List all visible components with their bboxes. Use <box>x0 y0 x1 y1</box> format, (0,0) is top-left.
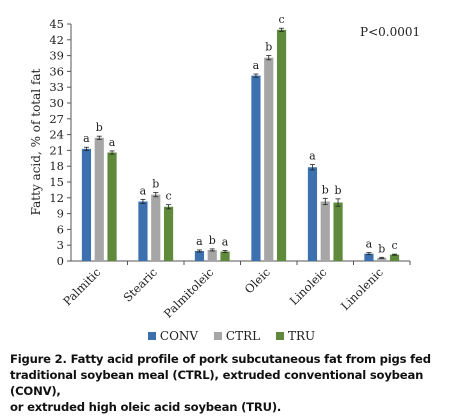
significance-label: b <box>265 41 272 54</box>
y-tick-label: 27 <box>49 112 64 126</box>
plot-area: 0369121518212427303336394245PalmiticabaS… <box>49 13 411 321</box>
legend: CONV CTRL TRU <box>0 329 463 343</box>
bar <box>364 253 374 261</box>
y-tick-label: 15 <box>49 175 64 189</box>
legend-swatch-conv <box>147 332 156 340</box>
y-tick-label: 33 <box>49 80 64 94</box>
significance-label: b <box>209 234 216 247</box>
bar <box>107 152 117 261</box>
bar-chart: Fatty acid, % of total fat P<0.0001 0369… <box>29 13 420 321</box>
x-category-label: Linolenic <box>338 265 386 313</box>
bar <box>151 194 161 261</box>
y-tick-label: 42 <box>49 33 64 47</box>
y-tick-label: 21 <box>49 143 64 157</box>
y-tick-label: 36 <box>49 64 64 78</box>
caption-line-3: or extruded high oleic acid soybean (TRU… <box>10 400 282 414</box>
legend-label-tru: TRU <box>287 329 316 343</box>
bar <box>389 254 400 261</box>
y-tick-label: 24 <box>49 128 64 142</box>
y-tick-label: 0 <box>57 254 64 268</box>
y-tick-label: 39 <box>49 49 64 63</box>
significance-label: b <box>96 121 103 134</box>
legend-item-tru: TRU <box>275 329 316 343</box>
bar <box>220 251 230 261</box>
bar <box>251 75 261 261</box>
x-category-label: Palmitic <box>60 265 103 308</box>
bar <box>276 29 287 261</box>
figure-caption: Figure 2. Fatty acid profile of pork sub… <box>10 351 455 415</box>
significance-label: b <box>322 183 329 196</box>
caption-line-2: traditional soybean meal (CTRL), extrude… <box>10 368 424 398</box>
bar <box>94 137 104 261</box>
bar <box>81 148 92 261</box>
x-category-label: Palmitoleic <box>161 265 217 321</box>
bar <box>320 201 330 261</box>
x-category-label: Linoleic <box>287 265 330 308</box>
legend-item-ctrl: CTRL <box>213 329 261 343</box>
y-tick-label: 12 <box>49 191 64 205</box>
bar <box>138 201 148 261</box>
legend-item-conv: CONV <box>147 329 199 343</box>
significance-label: a <box>196 235 203 248</box>
y-tick-label: 6 <box>57 222 64 236</box>
significance-label: c <box>278 13 284 26</box>
significance-label: b <box>335 184 342 197</box>
y-tick-label: 45 <box>49 17 64 31</box>
legend-label-ctrl: CTRL <box>225 329 261 343</box>
significance-label: a <box>309 150 316 163</box>
bar <box>194 250 205 261</box>
legend-label-conv: CONV <box>159 329 199 343</box>
y-tick-label: 30 <box>49 96 64 110</box>
significance-label: a <box>83 132 90 145</box>
significance-label: a <box>222 235 229 248</box>
significance-label: b <box>152 178 159 191</box>
caption-line-1: Figure 2. Fatty acid profile of pork sub… <box>10 352 431 366</box>
bar <box>333 202 343 261</box>
bar <box>163 206 174 261</box>
y-tick-label: 9 <box>57 207 64 221</box>
significance-label: a <box>109 136 116 149</box>
y-axis-title: Fatty acid, % of total fat <box>29 68 43 215</box>
bar <box>264 57 274 261</box>
x-category-label: Stearic <box>120 265 159 304</box>
significance-label: c <box>165 190 171 203</box>
bar <box>207 249 217 261</box>
x-category-label: Oleic <box>242 265 273 296</box>
significance-label: a <box>140 184 147 197</box>
y-tick-label: 18 <box>49 159 64 173</box>
bar <box>377 257 387 261</box>
bar <box>307 167 318 261</box>
p-value-annotation: P<0.0001 <box>360 25 420 39</box>
significance-label: b <box>378 242 385 255</box>
legend-swatch-tru <box>275 332 284 340</box>
significance-label: c <box>391 239 397 252</box>
significance-label: a <box>366 238 373 251</box>
significance-label: a <box>253 59 260 72</box>
legend-swatch-ctrl <box>213 332 222 340</box>
y-tick-label: 3 <box>57 238 64 252</box>
